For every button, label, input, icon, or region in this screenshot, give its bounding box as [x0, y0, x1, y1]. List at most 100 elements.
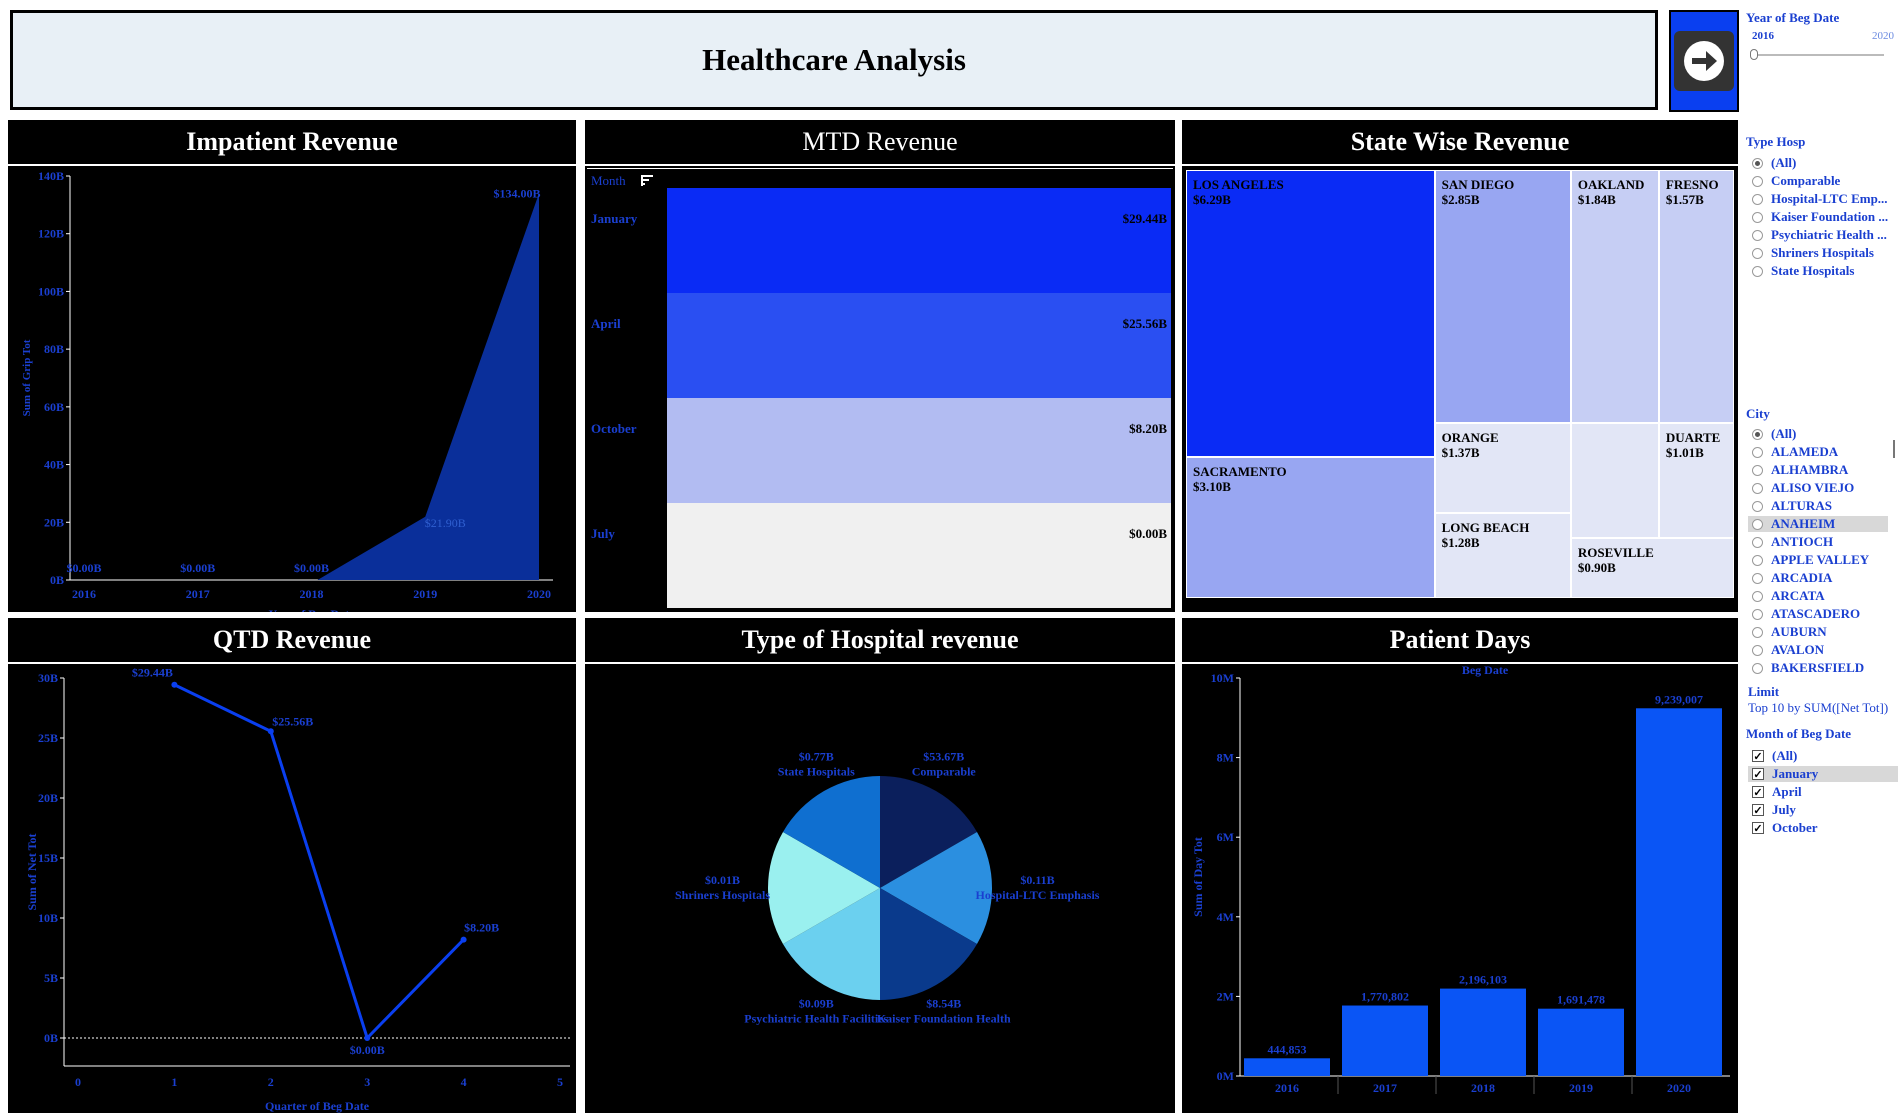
radio-icon[interactable] [1752, 590, 1763, 602]
filter-option[interactable]: Shriners Hospitals [1752, 245, 1874, 261]
filter-option[interactable]: Comparable [1752, 173, 1840, 189]
filter-option[interactable]: Hospital-LTC Emp... [1752, 191, 1888, 207]
x-tick-label: 5 [557, 1075, 563, 1089]
panel-title: MTD Revenue [585, 120, 1175, 166]
month-row-label[interactable]: July [591, 525, 615, 541]
filter-option[interactable]: ARCADIA [1752, 570, 1832, 586]
checkbox-icon[interactable]: ✓ [1752, 804, 1764, 817]
radio-icon[interactable] [1752, 626, 1763, 638]
y-tick-label: 6M [1217, 830, 1234, 844]
filter-option[interactable]: State Hospitals [1752, 263, 1854, 279]
radio-icon[interactable] [1752, 428, 1763, 440]
treemap-cell[interactable]: DUARTE $1.01B [1658, 422, 1734, 539]
radio-icon[interactable] [1752, 554, 1763, 566]
checkbox-icon[interactable]: ✓ [1752, 750, 1764, 763]
filter-option[interactable]: Psychiatric Health ... [1752, 227, 1887, 243]
month-row-cell[interactable]: $29.44B [667, 188, 1171, 293]
checkbox-icon[interactable]: ✓ [1752, 768, 1764, 781]
y-tick-label: 5B [44, 971, 58, 985]
filter-option[interactable]: (All) [1752, 155, 1796, 171]
filter-option[interactable]: ALHAMBRA [1752, 462, 1848, 478]
treemap-cell[interactable]: LONG BEACH $1.28B [1434, 513, 1571, 598]
radio-icon[interactable] [1752, 446, 1763, 458]
month-row-label[interactable]: January [591, 210, 638, 226]
treemap-cell-value: $6.29B [1193, 192, 1231, 207]
filter-option[interactable]: ARCATA [1752, 588, 1825, 604]
filter-option[interactable]: ✓ July [1752, 802, 1796, 818]
month-row-cell[interactable]: $25.56B [667, 293, 1171, 398]
filter-option[interactable]: AVALON [1752, 642, 1824, 658]
radio-icon[interactable] [1752, 193, 1763, 205]
slice-category-label: Psychiatric Health Facilities [744, 1011, 888, 1025]
sort-icon[interactable] [641, 173, 653, 186]
filter-option[interactable]: ANAHEIM [1748, 516, 1888, 532]
radio-icon[interactable] [1752, 464, 1763, 476]
filter-option[interactable]: ALAMEDA [1752, 444, 1838, 460]
filter-option[interactable]: Kaiser Foundation ... [1752, 209, 1888, 225]
treemap-cell[interactable]: SAN DIEGO $2.85B [1434, 170, 1571, 423]
month-header[interactable]: Month [591, 173, 626, 188]
year-slider-handle[interactable] [1750, 49, 1758, 60]
slice-category-label: Hospital-LTC Emphasis [976, 888, 1100, 902]
city-scrollbar[interactable] [1890, 426, 1898, 678]
data-label: $8.20B [464, 921, 499, 935]
filter-option[interactable]: AUBURN [1752, 624, 1827, 640]
treemap-cell[interactable]: SACRAMENTO $3.10B [1186, 456, 1435, 598]
treemap-cell[interactable]: ROSEVILLE $0.90B [1570, 538, 1734, 598]
next-page-button[interactable] [1669, 10, 1739, 112]
month-row-label[interactable]: October [591, 420, 637, 436]
radio-icon[interactable] [1752, 265, 1763, 277]
slice-value-label: $0.11B [1020, 873, 1054, 887]
filter-option[interactable]: ALTURAS [1752, 498, 1832, 514]
treemap-cell[interactable]: FRESNO $1.57B [1658, 170, 1734, 423]
radio-icon[interactable] [1752, 500, 1763, 512]
treemap-cell-label: SACRAMENTO [1193, 463, 1287, 479]
month-row-label[interactable]: April [591, 315, 621, 331]
x-tick-label: 2018 [300, 587, 324, 601]
option-label: ALISO VIEJO [1771, 480, 1855, 495]
radio-icon[interactable] [1752, 211, 1763, 223]
radio-icon[interactable] [1752, 536, 1763, 548]
treemap-cell[interactable]: OAKLAND $1.84B [1570, 170, 1659, 423]
y-tick-label: 10B [38, 911, 58, 925]
radio-icon[interactable] [1752, 229, 1763, 241]
filter-option[interactable]: ✓ April [1752, 784, 1802, 800]
radio-icon[interactable] [1752, 175, 1763, 187]
filter-option[interactable]: ✓ (All) [1752, 748, 1797, 764]
radio-icon[interactable] [1752, 247, 1763, 259]
filter-option[interactable]: ATASCADERO [1752, 606, 1860, 622]
filter-option[interactable]: ALISO VIEJO [1752, 480, 1854, 496]
radio-icon[interactable] [1752, 572, 1763, 584]
treemap-cell-other[interactable] [1570, 422, 1659, 539]
checkbox-icon[interactable]: ✓ [1752, 786, 1764, 799]
treemap-cell[interactable]: ORANGE $1.37B [1434, 422, 1571, 514]
radio-icon[interactable] [1752, 157, 1763, 169]
x-tick-label: 2017 [186, 587, 210, 601]
radio-icon[interactable] [1752, 518, 1763, 530]
filter-option[interactable]: (All) [1752, 426, 1796, 442]
mtd-table: January $29.44B April $25.56B October $8.20B J… [587, 188, 1171, 608]
month-row-cell[interactable]: $0.00B [667, 503, 1171, 608]
treemap-cell-label: LOS ANGELES [1193, 177, 1284, 192]
month-row-value: $25.56B [1122, 315, 1167, 331]
radio-icon[interactable] [1752, 662, 1763, 674]
city-scrollbar-thumb[interactable] [1893, 440, 1895, 458]
bar [1636, 708, 1722, 1076]
checkbox-icon[interactable]: ✓ [1752, 822, 1764, 835]
option-label: APPLE VALLEY [1771, 552, 1870, 567]
year-slider-track[interactable] [1752, 54, 1884, 56]
data-label: $134.00B [493, 186, 540, 200]
filter-option[interactable]: BAKERSFIELD [1752, 660, 1864, 676]
radio-icon[interactable] [1752, 644, 1763, 656]
treemap-cell[interactable]: LOS ANGELES $6.29B [1186, 170, 1435, 457]
x-tick-label: 4 [461, 1075, 467, 1089]
radio-icon[interactable] [1752, 482, 1763, 494]
option-label: ALAMEDA [1771, 444, 1839, 459]
filter-option[interactable]: ✓ January [1748, 766, 1898, 782]
filter-option[interactable]: APPLE VALLEY [1752, 552, 1869, 568]
column-header: Month [587, 168, 1173, 189]
filter-option[interactable]: ✓ October [1752, 820, 1817, 836]
filter-option[interactable]: ANTIOCH [1752, 534, 1833, 550]
radio-icon[interactable] [1752, 608, 1763, 620]
month-row-cell[interactable]: $8.20B [667, 398, 1171, 503]
